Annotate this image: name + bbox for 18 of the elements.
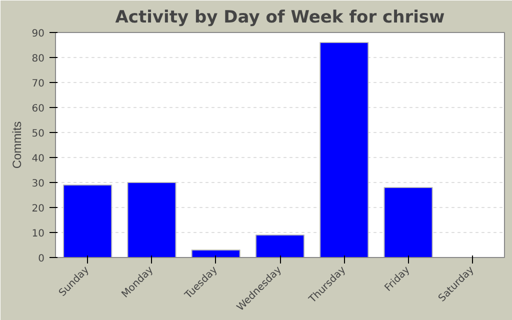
y-tick-label: 50 xyxy=(32,128,45,140)
bar xyxy=(255,234,305,258)
y-tick-label: 80 xyxy=(32,54,45,64)
bar xyxy=(191,250,240,258)
bar xyxy=(384,187,433,258)
y-tick-label: 40 xyxy=(32,154,45,164)
y-tick-label: 30 xyxy=(32,178,45,190)
bar xyxy=(63,184,112,258)
y-tick-label: 60 xyxy=(32,104,45,114)
y-tick-label: 0 xyxy=(38,254,45,264)
chart-title: Activity by Day of Week for chrisw xyxy=(115,8,446,28)
y-tick-label: 10 xyxy=(32,228,45,240)
bar xyxy=(127,182,176,258)
y-tick-label: 70 xyxy=(32,78,45,90)
y-tick-label: 20 xyxy=(32,204,45,214)
y-axis-title: Commits xyxy=(10,121,24,169)
y-tick-label: 90 xyxy=(32,28,45,40)
bar xyxy=(320,42,369,258)
